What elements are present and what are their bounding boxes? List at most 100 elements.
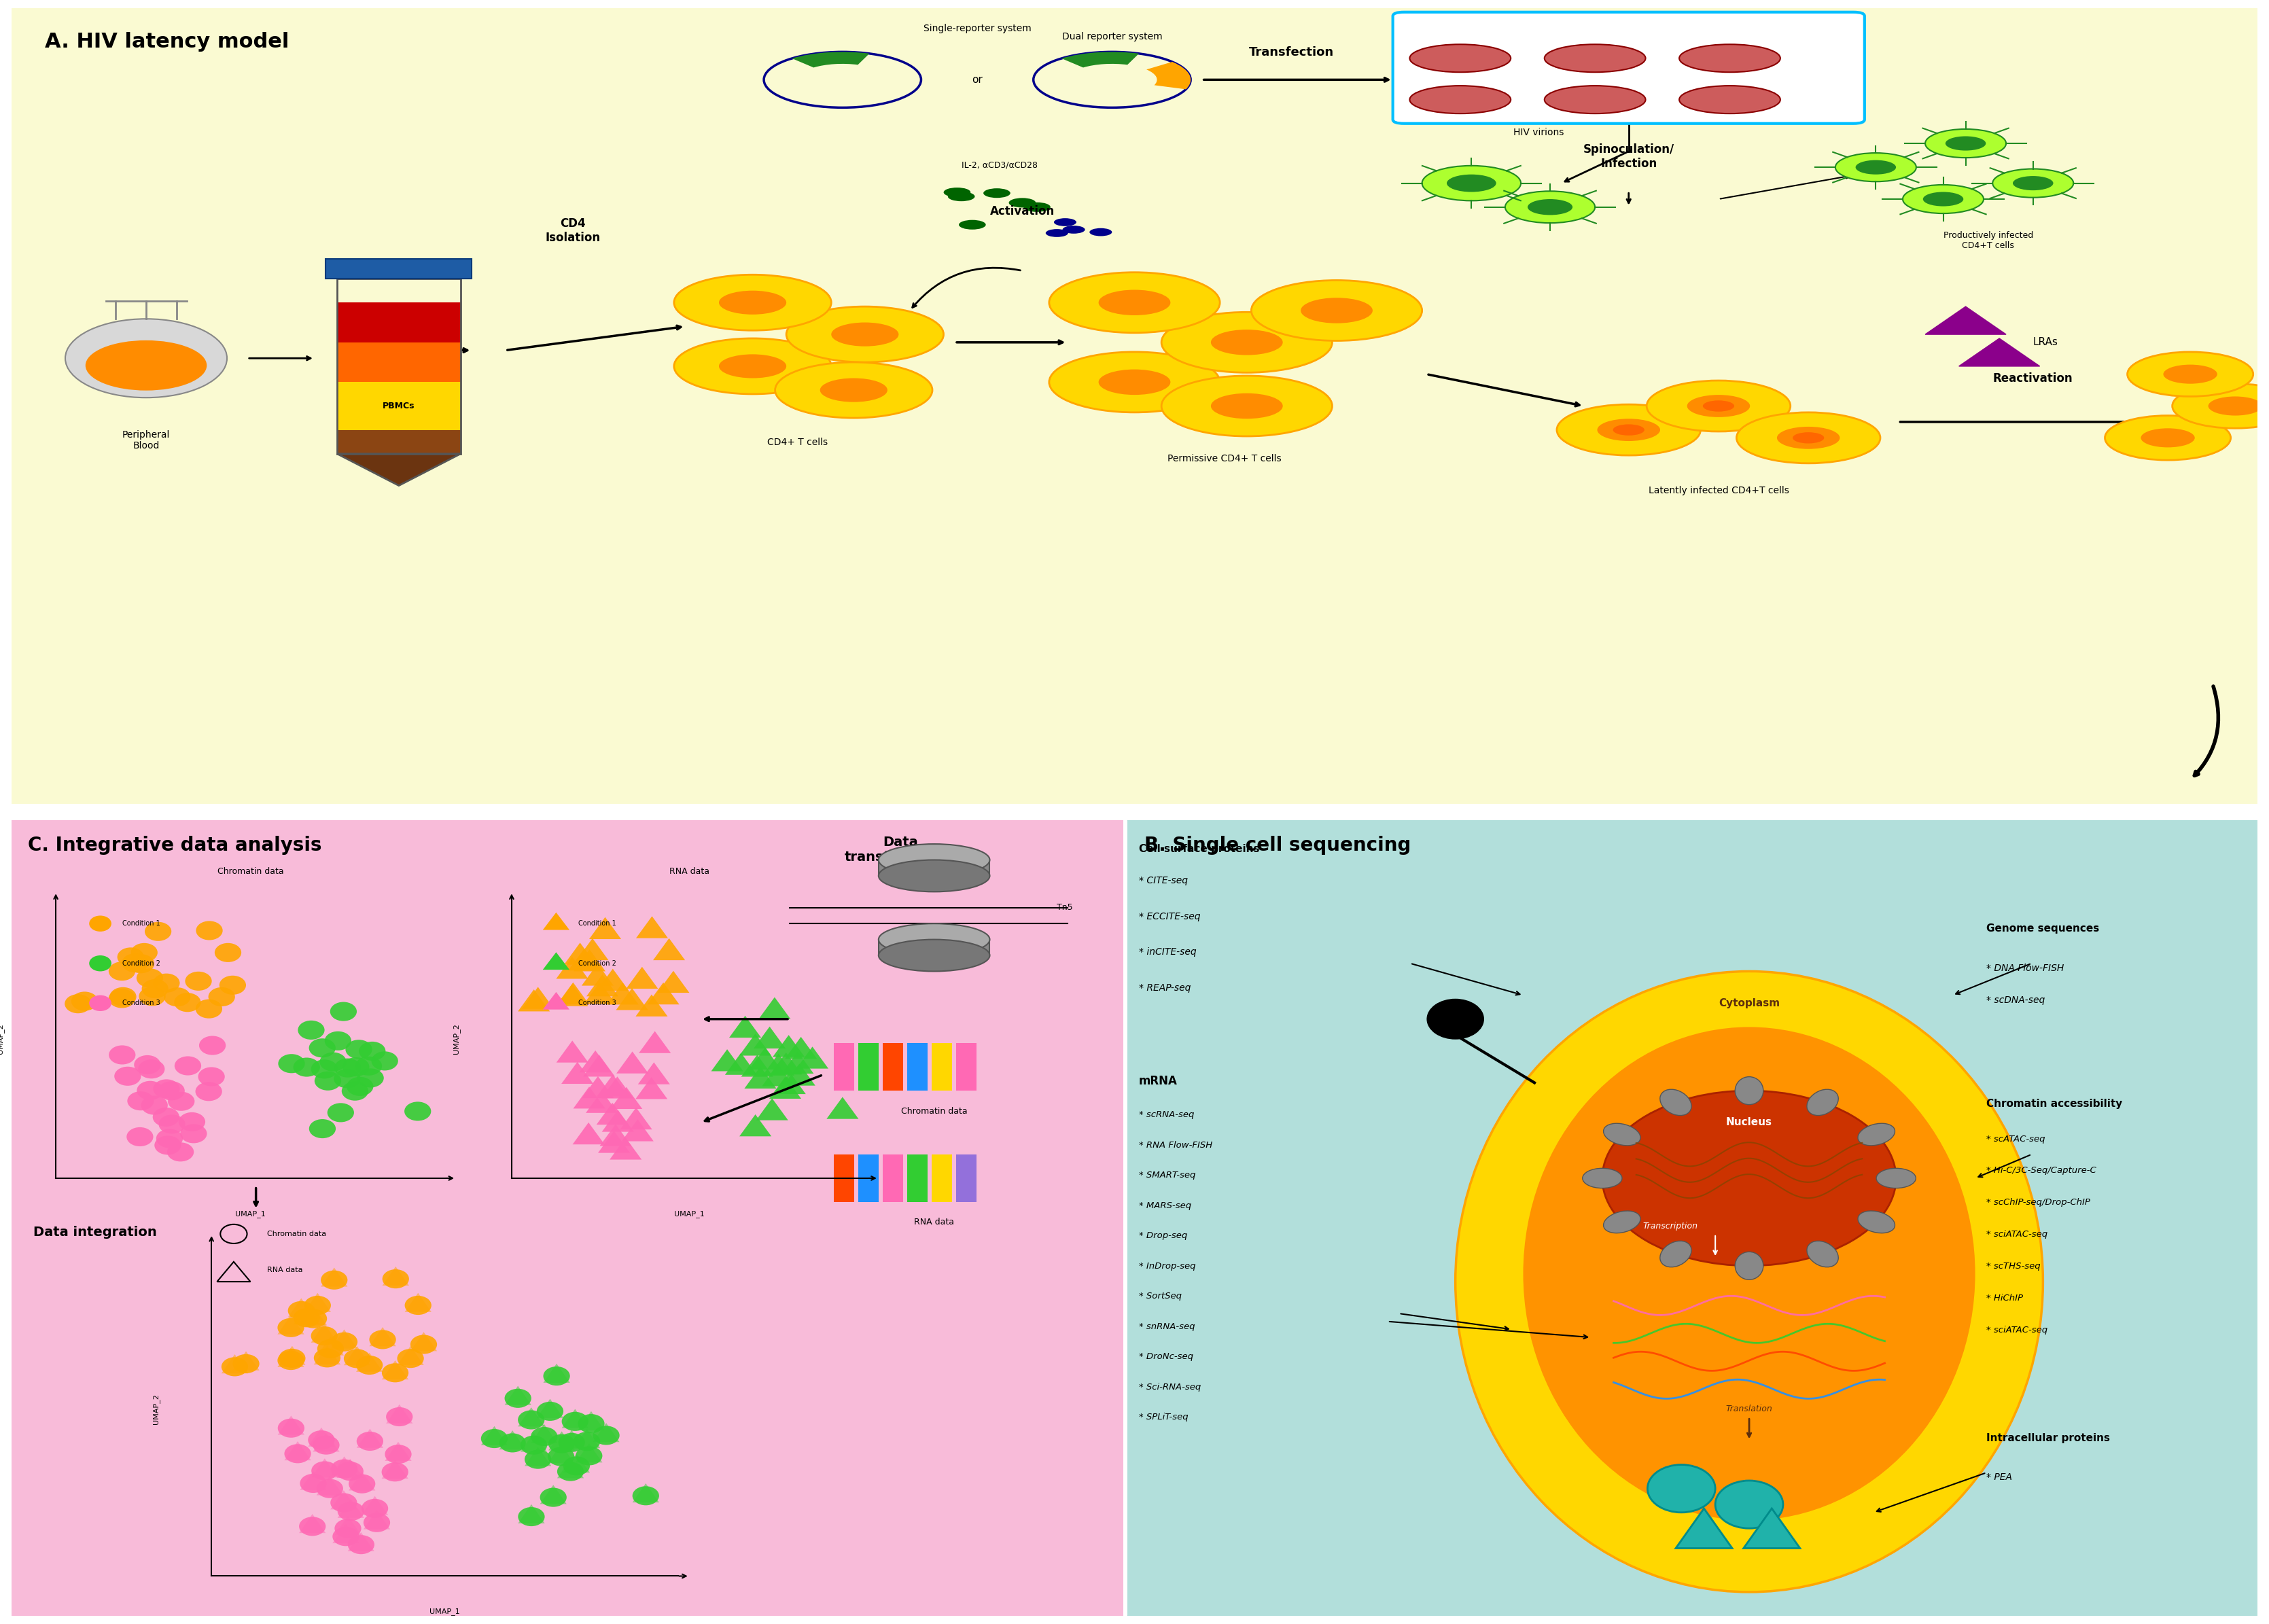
Polygon shape (311, 1324, 338, 1343)
Circle shape (674, 338, 830, 395)
Circle shape (1046, 229, 1069, 237)
Text: * scTHS-seq: * scTHS-seq (1985, 1262, 2040, 1270)
Text: * scRNA-seq: * scRNA-seq (1139, 1111, 1193, 1119)
Text: A. HIV latency model: A. HIV latency model (45, 32, 288, 52)
Circle shape (216, 944, 241, 961)
Polygon shape (785, 1036, 817, 1059)
Text: * snRNA-seq: * snRNA-seq (1139, 1322, 1196, 1332)
Circle shape (70, 992, 98, 1010)
Polygon shape (597, 1103, 629, 1125)
Circle shape (279, 1350, 306, 1367)
Polygon shape (386, 1405, 413, 1424)
Polygon shape (520, 1432, 547, 1452)
Polygon shape (744, 1067, 776, 1088)
Circle shape (524, 1450, 551, 1468)
Circle shape (579, 1415, 604, 1432)
Circle shape (540, 1488, 567, 1507)
Circle shape (136, 1082, 163, 1099)
Polygon shape (710, 1049, 744, 1072)
Ellipse shape (1679, 44, 1781, 71)
Polygon shape (615, 987, 649, 1010)
Polygon shape (222, 1354, 247, 1374)
Circle shape (334, 1518, 361, 1538)
Polygon shape (601, 1109, 633, 1132)
Circle shape (343, 1057, 370, 1077)
Text: 293T cells: 293T cells (1602, 24, 1654, 34)
Polygon shape (622, 1119, 653, 1142)
Polygon shape (563, 1453, 590, 1473)
Polygon shape (345, 1346, 370, 1366)
Text: Transcription: Transcription (1643, 1221, 1697, 1231)
Polygon shape (640, 1031, 672, 1052)
Circle shape (284, 1444, 311, 1463)
Ellipse shape (1736, 1252, 1763, 1280)
Circle shape (175, 992, 200, 1012)
Polygon shape (774, 1034, 805, 1057)
Ellipse shape (1806, 1090, 1838, 1116)
Text: * scChIP-seq/Drop-ChIP: * scChIP-seq/Drop-ChIP (1985, 1199, 2090, 1207)
Circle shape (356, 1356, 383, 1374)
Circle shape (944, 187, 971, 197)
Circle shape (1647, 380, 1790, 432)
Circle shape (1212, 393, 1282, 419)
Circle shape (574, 1432, 601, 1450)
Circle shape (538, 1402, 563, 1421)
Polygon shape (540, 1484, 567, 1504)
Circle shape (336, 1462, 363, 1481)
Text: Single-reporter system: Single-reporter system (923, 24, 1030, 34)
Circle shape (347, 1535, 374, 1554)
Polygon shape (542, 952, 570, 970)
Text: Condition 2: Condition 2 (579, 960, 617, 966)
Polygon shape (1958, 338, 2040, 365)
Text: B. Single cell sequencing: B. Single cell sequencing (1144, 836, 1411, 856)
Polygon shape (769, 1077, 801, 1099)
Circle shape (1992, 169, 2074, 198)
Circle shape (1777, 427, 1840, 448)
Text: * scDNA-seq: * scDNA-seq (1985, 996, 2044, 1005)
Circle shape (776, 362, 933, 417)
Circle shape (324, 1031, 352, 1051)
Text: Data
transformation: Data transformation (844, 836, 958, 864)
Circle shape (200, 1036, 227, 1056)
Circle shape (1162, 375, 1332, 437)
Circle shape (334, 1527, 359, 1546)
Circle shape (195, 1082, 222, 1101)
Text: Condition 1: Condition 1 (123, 921, 161, 927)
Circle shape (313, 1436, 340, 1455)
Polygon shape (567, 948, 601, 971)
Polygon shape (234, 1351, 259, 1371)
Polygon shape (635, 994, 667, 1017)
Bar (338, 302, 461, 343)
Ellipse shape (1522, 1026, 1976, 1520)
Polygon shape (783, 1064, 815, 1085)
Text: * sciATAC-seq: * sciATAC-seq (1985, 1229, 2047, 1239)
Circle shape (138, 987, 166, 1005)
Polygon shape (728, 1015, 760, 1038)
Text: UMAP_2: UMAP_2 (452, 1023, 461, 1054)
Circle shape (1423, 166, 1520, 201)
Circle shape (168, 1091, 195, 1111)
Polygon shape (381, 1361, 408, 1379)
Polygon shape (1924, 307, 2006, 335)
Circle shape (123, 953, 147, 973)
Circle shape (1922, 192, 1963, 206)
Circle shape (1048, 352, 1221, 412)
Polygon shape (601, 1077, 633, 1098)
Circle shape (300, 1517, 327, 1536)
Text: C. Integrative data analysis: C. Integrative data analysis (27, 836, 322, 856)
Circle shape (141, 1096, 168, 1114)
Polygon shape (1677, 1509, 1731, 1548)
Circle shape (88, 996, 111, 1012)
Circle shape (279, 1054, 304, 1073)
Circle shape (830, 323, 899, 346)
Polygon shape (558, 1458, 583, 1478)
Polygon shape (284, 1440, 311, 1460)
Text: Intracellular proteins: Intracellular proteins (1985, 1432, 2110, 1444)
Circle shape (386, 1445, 411, 1463)
Text: * SPLiT-seq: * SPLiT-seq (1139, 1413, 1189, 1421)
Ellipse shape (86, 341, 206, 390)
Circle shape (504, 1389, 531, 1408)
Circle shape (179, 1124, 206, 1143)
Circle shape (2142, 429, 2194, 447)
Text: * MARS-seq: * MARS-seq (1139, 1202, 1191, 1210)
